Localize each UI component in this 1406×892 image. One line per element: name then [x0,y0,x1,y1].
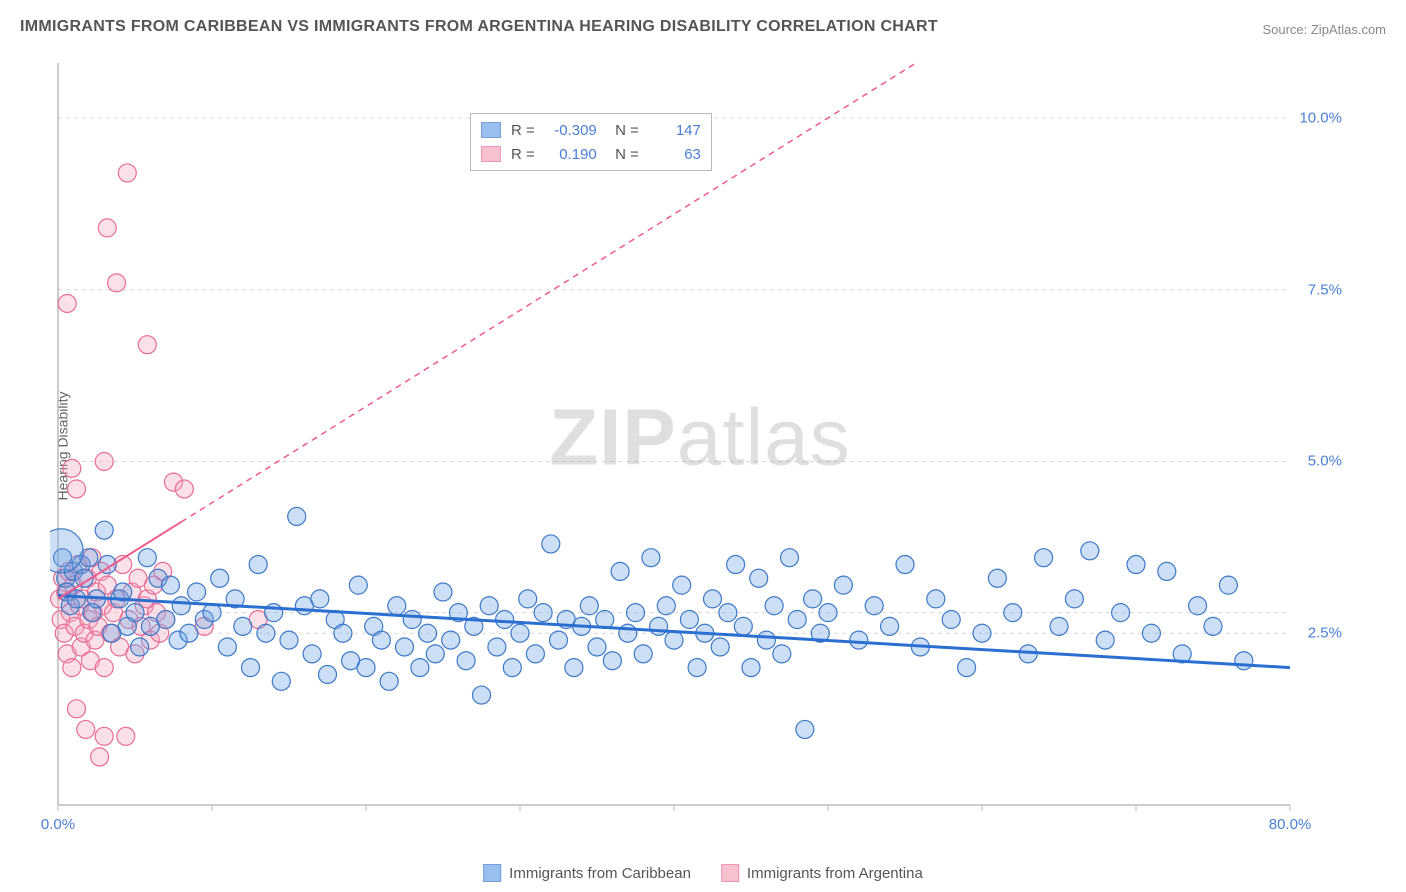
source-label: Source: ZipAtlas.com [1262,22,1386,37]
legend-label-2: Immigrants from Argentina [747,865,923,882]
y-tick-label: 10.0% [1299,109,1342,126]
stats-r-label-2: R = [511,146,535,163]
legend-item-2: Immigrants from Argentina [721,864,923,882]
stats-r-value-1: -0.309 [545,122,597,139]
legend-item-1: Immigrants from Caribbean [483,864,691,882]
stats-n-label-2: N = [607,146,639,163]
stats-n-value-2: 63 [649,146,701,163]
stats-legend-box: R = -0.309 N = 147 R = 0.190 N = 63 [470,113,712,171]
y-tick-label: 5.0% [1308,453,1342,470]
legend-swatch-1 [483,864,501,882]
stats-r-label-1: R = [511,122,535,139]
series-2-swatch [481,146,501,162]
legend-label-1: Immigrants from Caribbean [509,865,691,882]
series-1-swatch [481,122,501,138]
y-tick-label: 7.5% [1308,281,1342,298]
x-tick-label: 80.0% [1269,816,1312,833]
legend-swatch-2 [721,864,739,882]
stats-n-label-1: N = [607,122,639,139]
x-tick-label: 0.0% [41,816,75,833]
chart-svg [50,55,1350,835]
stats-row-2: R = 0.190 N = 63 [481,142,701,166]
stats-r-value-2: 0.190 [545,146,597,163]
stats-row-1: R = -0.309 N = 147 [481,118,701,142]
chart-plot-area: ZIPatlas 2.5%5.0%7.5%10.0% 0.0%80.0% R =… [50,55,1350,835]
chart-title: IMMIGRANTS FROM CARIBBEAN VS IMMIGRANTS … [20,18,938,36]
bottom-legend: Immigrants from Caribbean Immigrants fro… [483,864,923,882]
stats-n-value-1: 147 [649,122,701,139]
y-tick-label: 2.5% [1308,625,1342,642]
